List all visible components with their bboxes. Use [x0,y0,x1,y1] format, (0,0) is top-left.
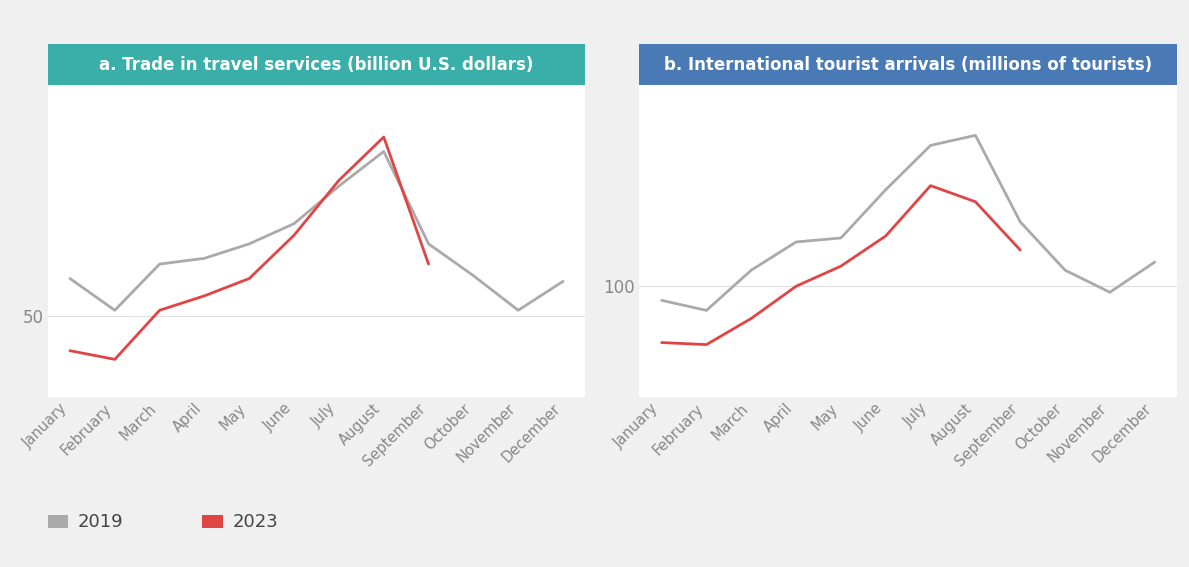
Text: 2023: 2023 [233,513,278,531]
Text: a. Trade in travel services (billion U.S. dollars): a. Trade in travel services (billion U.S… [100,56,534,74]
Text: 2019: 2019 [78,513,124,531]
Text: b. International tourist arrivals (millions of tourists): b. International tourist arrivals (milli… [665,56,1152,74]
